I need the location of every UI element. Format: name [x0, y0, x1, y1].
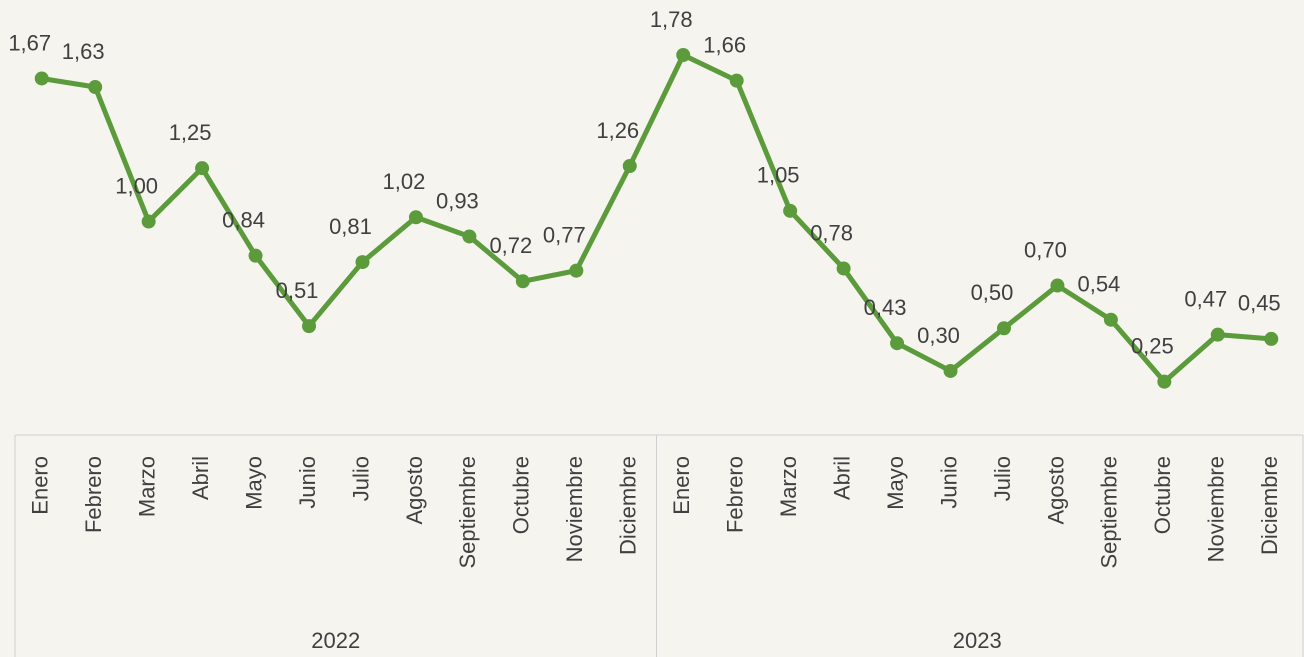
marker [729, 73, 744, 88]
data-label: 0,45 [1238, 291, 1281, 316]
marker [622, 159, 637, 174]
data-label: 1,00 [115, 173, 158, 198]
data-label: 1,02 [383, 169, 426, 194]
marker [943, 363, 958, 378]
marker [1210, 327, 1225, 342]
x-tick-label: Julio [348, 456, 373, 501]
marker [676, 48, 691, 62]
marker [569, 263, 584, 278]
group-label: 2023 [953, 628, 1002, 653]
marker [88, 80, 103, 95]
data-label: 0,72 [489, 233, 532, 258]
x-tick-label: Agosto [1043, 456, 1068, 525]
marker [302, 319, 317, 334]
data-label: 0,77 [543, 222, 586, 247]
marker [248, 248, 263, 263]
x-tick-label: Noviembre [1204, 456, 1229, 562]
data-label: 1,26 [596, 118, 639, 143]
data-label: 1,67 [8, 30, 51, 55]
x-tick-label: Octubre [1150, 456, 1175, 534]
data-label: 0,30 [917, 323, 960, 348]
data-label: 1,05 [757, 163, 800, 188]
x-tick-label: Julio [990, 456, 1015, 501]
x-tick-label: Septiembre [455, 456, 480, 569]
x-tick-label: Marzo [134, 456, 159, 517]
data-label: 0,93 [436, 188, 479, 213]
marker [1264, 331, 1279, 346]
x-tick-label: Junio [295, 456, 320, 509]
marker [462, 229, 477, 244]
x-tick-label: Mayo [883, 456, 908, 510]
data-label: 1,78 [650, 7, 693, 32]
marker [783, 203, 798, 218]
marker [34, 71, 49, 86]
x-tick-label: Septiembre [1097, 456, 1122, 569]
x-tick-label: Diciembre [1257, 456, 1282, 555]
x-tick-label: Abril [829, 456, 854, 500]
marker [195, 161, 210, 176]
x-tick-label: Marzo [776, 456, 801, 517]
data-label: 0,25 [1131, 333, 1174, 358]
x-tick-label: Febrero [81, 456, 106, 533]
data-label: 0,51 [276, 278, 319, 303]
data-label: 0,43 [864, 295, 907, 320]
x-tick-label: Agosto [402, 456, 427, 525]
data-label: 0,78 [810, 220, 853, 245]
marker [1103, 312, 1118, 327]
x-tick-label: Octubre [509, 456, 534, 534]
data-label: 1,25 [169, 120, 212, 145]
marker [408, 210, 423, 225]
data-label: 0,70 [1024, 237, 1067, 262]
x-tick-label: Mayo [241, 456, 266, 510]
data-label: 1,66 [703, 32, 746, 57]
marker [1157, 374, 1172, 389]
marker [141, 214, 156, 229]
x-tick-label: Abril [188, 456, 213, 500]
x-tick-label: Diciembre [616, 456, 641, 555]
data-label: 0,54 [1077, 272, 1120, 297]
marker [515, 274, 530, 289]
x-tick-label: Junio [936, 456, 961, 509]
x-tick-label: Febrero [723, 456, 748, 533]
data-label: 1,63 [62, 39, 105, 64]
data-label: 0,84 [222, 207, 265, 232]
data-label: 0,50 [971, 280, 1014, 305]
data-label: 0,47 [1184, 286, 1227, 311]
x-tick-label: Enero [669, 456, 694, 515]
x-tick-label: Enero [28, 456, 53, 515]
line [41, 52, 1272, 385]
data-label: 0,81 [329, 214, 372, 239]
marker [836, 261, 851, 276]
marker [355, 255, 370, 270]
marker [1050, 278, 1065, 293]
marker [996, 321, 1011, 336]
group-label: 2022 [311, 628, 360, 653]
marker [890, 336, 905, 351]
x-tick-label: Noviembre [562, 456, 587, 562]
